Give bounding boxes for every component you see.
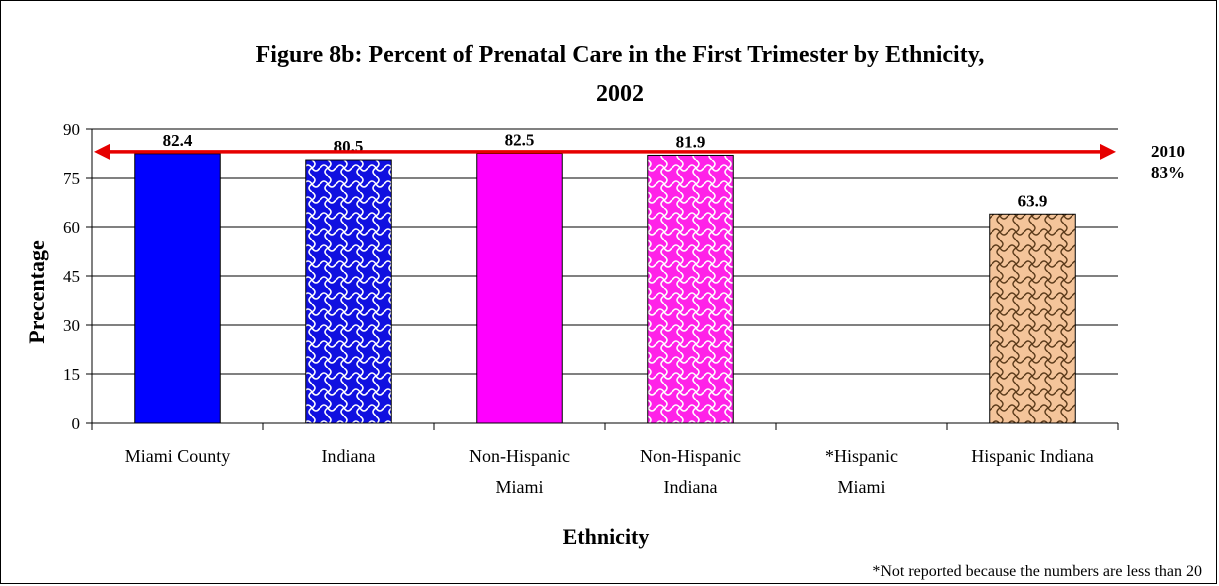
y-tick-label: 45 [63, 267, 80, 286]
bar-value-label: 82.5 [505, 131, 535, 150]
category-label: Non-Hispanic [469, 446, 570, 466]
bars [134, 153, 1076, 424]
footnote: *Not reported because the numbers are le… [872, 563, 1202, 580]
bar [305, 159, 392, 424]
chart-title-line2: 2002 [596, 81, 644, 107]
category-label: Miami [838, 477, 886, 497]
target-label-value: 83% [1151, 163, 1185, 182]
category-label: Miami [496, 477, 544, 497]
bar [134, 153, 221, 424]
bar [989, 213, 1076, 424]
axes: 0 15 30 45 60 75 90 [63, 120, 1119, 433]
bar-value-label: 81.9 [676, 132, 706, 151]
x-axis-title: Ethnicity [563, 524, 650, 549]
y-axis-title: Precentage [24, 240, 49, 344]
y-tick-label: 0 [72, 414, 81, 433]
target-arrow-right [1100, 143, 1116, 160]
y-tick-label: 60 [63, 218, 80, 237]
gridlines [92, 128, 1118, 375]
y-tick-label: 75 [63, 169, 80, 188]
data-labels: 82.4 80.5 82.5 81.963.9 [163, 131, 1048, 211]
category-label: *Hispanic [825, 446, 898, 466]
chart-title: Figure 8b: Percent of Prenatal Care in t… [256, 42, 985, 68]
category-label: Non-Hispanic [640, 446, 741, 466]
y-tick-label: 30 [63, 316, 80, 335]
category-label: Hispanic Indiana [971, 446, 1093, 466]
target-line-group: 2010 83% [94, 142, 1185, 182]
category-label: Indiana [664, 477, 718, 497]
bar [647, 154, 734, 424]
bar [476, 153, 563, 424]
target-arrow-left [94, 143, 110, 160]
category-labels: Miami County Indiana Non-Hispanic Miami Non-… [125, 446, 1094, 497]
y-tick-label: 15 [63, 365, 80, 384]
bar-value-label: 82.4 [163, 131, 193, 150]
category-label: Miami County [125, 446, 231, 466]
target-label-year: 2010 [1151, 142, 1185, 161]
bar-value-label: 63.9 [1018, 191, 1048, 210]
category-label: Indiana [322, 446, 376, 466]
y-tick-label: 90 [63, 120, 80, 139]
